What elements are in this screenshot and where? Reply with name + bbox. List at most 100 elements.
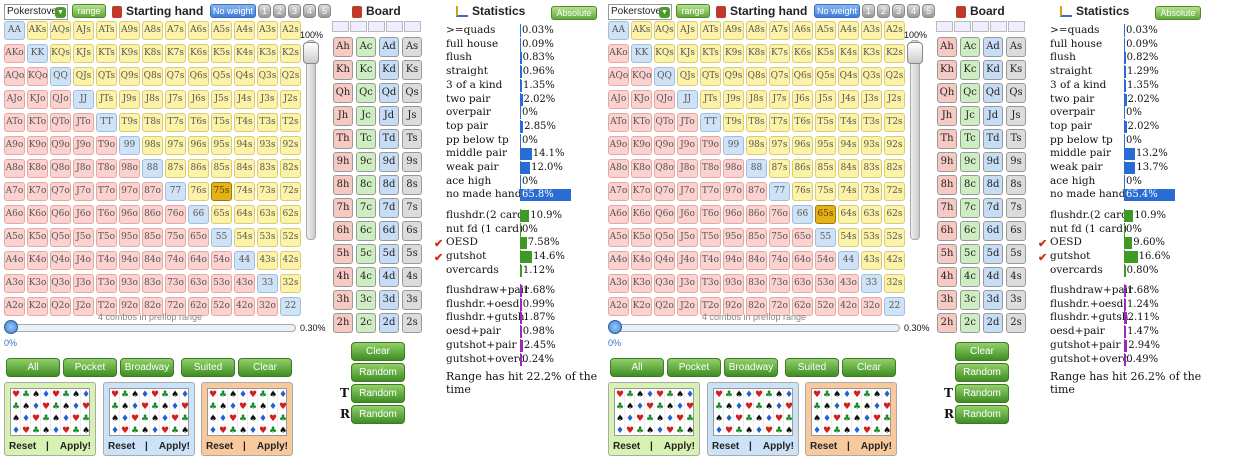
board-card-Qs[interactable]: Qs bbox=[1006, 83, 1026, 103]
hand-cell-J3o[interactable]: J3o bbox=[677, 274, 698, 293]
hand-cell-Q8o[interactable]: Q8o bbox=[654, 159, 675, 178]
hand-cell-J3s[interactable]: J3s bbox=[257, 90, 278, 109]
board-card-Ts[interactable]: Ts bbox=[402, 129, 422, 149]
board-card-slot[interactable] bbox=[350, 21, 367, 32]
board-card-4s[interactable]: 4s bbox=[402, 267, 422, 287]
board-clear-button[interactable]: Clear bbox=[351, 342, 405, 361]
hand-cell-52o[interactable]: 52o bbox=[211, 297, 232, 316]
board-card-As[interactable]: As bbox=[402, 37, 422, 57]
board-card-6d[interactable]: 6d bbox=[379, 221, 399, 241]
board-card-7d[interactable]: 7d bbox=[379, 198, 399, 218]
hand-cell-64s[interactable]: 64s bbox=[838, 205, 859, 224]
random-turn-button[interactable]: Random bbox=[955, 384, 1009, 403]
board-card-3h[interactable]: 3h bbox=[333, 290, 353, 310]
hand-cell-J8o[interactable]: J8o bbox=[677, 159, 698, 178]
board-card-Ac[interactable]: Ac bbox=[356, 37, 376, 57]
hand-cell-64o[interactable]: 64o bbox=[188, 251, 209, 270]
hand-cell-QTs[interactable]: QTs bbox=[700, 67, 721, 86]
hand-cell-K7s[interactable]: K7s bbox=[769, 44, 790, 63]
board-card-5s[interactable]: 5s bbox=[402, 244, 422, 264]
hand-cell-K3o[interactable]: K3o bbox=[27, 274, 48, 293]
hand-cell-32s[interactable]: 32s bbox=[884, 274, 905, 293]
board-card-Td[interactable]: Td bbox=[983, 129, 1003, 149]
hand-cell-A9o[interactable]: A9o bbox=[608, 136, 629, 155]
board-card-Js[interactable]: Js bbox=[1006, 106, 1026, 126]
hand-cell-K2o[interactable]: K2o bbox=[631, 297, 652, 316]
hand-cell-97s[interactable]: 97s bbox=[165, 136, 186, 155]
hand-cell-76o[interactable]: 76o bbox=[165, 205, 186, 224]
board-card-Th[interactable]: Th bbox=[937, 129, 957, 149]
hand-cell-54s[interactable]: 54s bbox=[838, 228, 859, 247]
hand-cell-KQo[interactable]: KQo bbox=[27, 67, 48, 86]
all-button[interactable]: All bbox=[610, 358, 664, 377]
range-vertical-slider[interactable] bbox=[910, 40, 920, 240]
hand-cell-TT[interactable]: TT bbox=[700, 113, 721, 132]
preset-apply-button[interactable]: Apply! bbox=[663, 441, 695, 452]
hand-cell-93s[interactable]: 93s bbox=[861, 136, 882, 155]
hand-cell-T5o[interactable]: T5o bbox=[96, 228, 117, 247]
hand-cell-A9o[interactable]: A9o bbox=[4, 136, 25, 155]
weight-slot-button[interactable]: 4 bbox=[303, 4, 316, 18]
board-card-2d[interactable]: 2d bbox=[983, 313, 1003, 333]
hand-cell-77[interactable]: 77 bbox=[769, 182, 790, 201]
board-card-8h[interactable]: 8h bbox=[333, 175, 353, 195]
hand-cell-AQo[interactable]: AQo bbox=[4, 67, 25, 86]
hand-cell-J8o[interactable]: J8o bbox=[73, 159, 94, 178]
hand-cell-52s[interactable]: 52s bbox=[884, 228, 905, 247]
hand-cell-Q3o[interactable]: Q3o bbox=[50, 274, 71, 293]
hand-cell-Q9s[interactable]: Q9s bbox=[119, 67, 140, 86]
board-card-Kc[interactable]: Kc bbox=[960, 60, 980, 80]
hand-cell-K4o[interactable]: K4o bbox=[27, 251, 48, 270]
hand-cell-ATo[interactable]: ATo bbox=[4, 113, 25, 132]
hand-cell-K6s[interactable]: K6s bbox=[792, 44, 813, 63]
preset-reset-button[interactable]: Reset bbox=[810, 441, 838, 452]
hand-cell-K9s[interactable]: K9s bbox=[119, 44, 140, 63]
board-card-slot[interactable] bbox=[386, 21, 403, 32]
hand-cell-93o[interactable]: 93o bbox=[723, 274, 744, 293]
board-card-slot[interactable] bbox=[936, 21, 953, 32]
hand-cell-K6o[interactable]: K6o bbox=[27, 205, 48, 224]
hand-cell-J7o[interactable]: J7o bbox=[73, 182, 94, 201]
hand-cell-QTo[interactable]: QTo bbox=[50, 113, 71, 132]
hand-cell-43s[interactable]: 43s bbox=[861, 251, 882, 270]
hand-cell-T2s[interactable]: T2s bbox=[884, 113, 905, 132]
hand-cell-JTs[interactable]: JTs bbox=[700, 90, 721, 109]
hand-cell-K9o[interactable]: K9o bbox=[27, 136, 48, 155]
hand-cell-AA[interactable]: AA bbox=[4, 21, 25, 40]
board-card-3s[interactable]: 3s bbox=[1006, 290, 1026, 310]
board-card-5d[interactable]: 5d bbox=[983, 244, 1003, 264]
hand-cell-AKs[interactable]: AKs bbox=[631, 21, 652, 40]
board-card-Kh[interactable]: Kh bbox=[937, 60, 957, 80]
board-card-4c[interactable]: 4c bbox=[960, 267, 980, 287]
hand-cell-T3o[interactable]: T3o bbox=[96, 274, 117, 293]
hand-cell-95s[interactable]: 95s bbox=[815, 136, 836, 155]
board-card-7c[interactable]: 7c bbox=[960, 198, 980, 218]
hand-cell-ATs[interactable]: ATs bbox=[700, 21, 721, 40]
hand-cell-87o[interactable]: 87o bbox=[746, 182, 767, 201]
pocket-button[interactable]: Pocket bbox=[667, 358, 721, 377]
hand-cell-96o[interactable]: 96o bbox=[723, 205, 744, 224]
board-card-Ks[interactable]: Ks bbox=[402, 60, 422, 80]
hand-cell-A6o[interactable]: A6o bbox=[4, 205, 25, 224]
broadway-button[interactable]: Broadway bbox=[724, 358, 778, 377]
hand-cell-QTo[interactable]: QTo bbox=[654, 113, 675, 132]
hand-cell-62o[interactable]: 62o bbox=[792, 297, 813, 316]
board-card-slot[interactable] bbox=[954, 21, 971, 32]
hand-cell-66[interactable]: 66 bbox=[792, 205, 813, 224]
hand-cell-63s[interactable]: 63s bbox=[861, 205, 882, 224]
hand-cell-A3s[interactable]: A3s bbox=[861, 21, 882, 40]
hand-cell-AJo[interactable]: AJo bbox=[608, 90, 629, 109]
hand-cell-K3s[interactable]: K3s bbox=[257, 44, 278, 63]
board-card-Jh[interactable]: Jh bbox=[333, 106, 353, 126]
hand-cell-97s[interactable]: 97s bbox=[769, 136, 790, 155]
hand-cell-22[interactable]: 22 bbox=[884, 297, 905, 316]
hand-cell-A8o[interactable]: A8o bbox=[608, 159, 629, 178]
hand-cell-JJ[interactable]: JJ bbox=[73, 90, 94, 109]
hand-cell-92s[interactable]: 92s bbox=[884, 136, 905, 155]
hand-cell-88[interactable]: 88 bbox=[142, 159, 163, 178]
board-card-4h[interactable]: 4h bbox=[333, 267, 353, 287]
board-card-slot[interactable] bbox=[1008, 21, 1025, 32]
weight-slot-button[interactable]: 2 bbox=[877, 4, 890, 18]
hand-cell-88[interactable]: 88 bbox=[746, 159, 767, 178]
board-card-Ad[interactable]: Ad bbox=[379, 37, 399, 57]
